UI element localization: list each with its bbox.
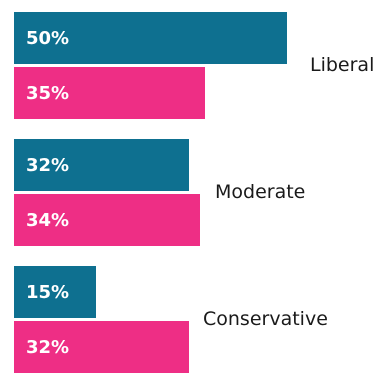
category-label-conservative: Conservative xyxy=(203,308,328,330)
bar-value-label: 35% xyxy=(26,82,70,104)
bar-conservative-2: 32% xyxy=(14,321,189,373)
bar-moderate-1: 32% xyxy=(14,139,189,191)
bar-liberal-2: 35% xyxy=(14,67,205,119)
bar-value-label: 32% xyxy=(26,336,70,358)
bar-value-label: 15% xyxy=(26,281,70,303)
bar-value-label: 34% xyxy=(26,209,70,231)
category-label-moderate: Moderate xyxy=(215,181,306,203)
category-label-liberal: Liberal xyxy=(310,54,375,76)
bar-conservative-1: 15% xyxy=(14,266,96,318)
bar-liberal-1: 50% xyxy=(14,12,287,64)
bar-value-label: 50% xyxy=(26,27,70,49)
bar-moderate-2: 34% xyxy=(14,194,200,246)
bar-value-label: 32% xyxy=(26,154,70,176)
